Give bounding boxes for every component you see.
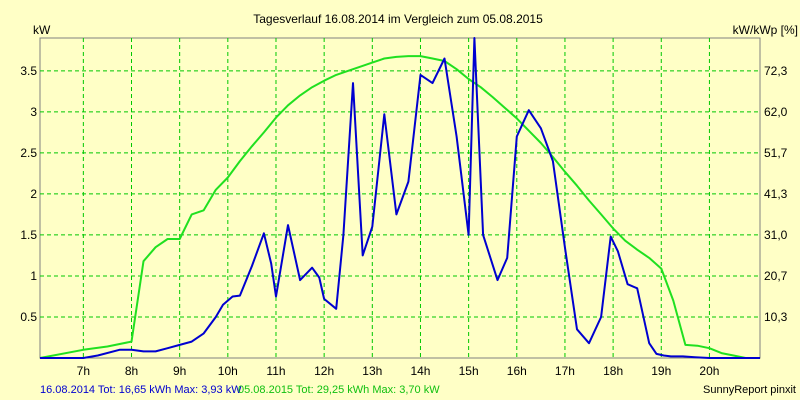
series-line-05.08.2015 <box>39 55 760 359</box>
y-tick-label-left: 2 <box>30 187 37 201</box>
x-tick-label: 19h <box>651 364 671 378</box>
chart-title: Tagesverlauf 16.08.2014 im Vergleich zum… <box>253 12 543 26</box>
y-tick-label-right: 62,0 <box>764 105 788 119</box>
y-tick-label-right: 20,7 <box>764 269 788 283</box>
x-tick-label: 10h <box>218 364 238 378</box>
y-axis-left-ticks: 0.5 1 1.5 2 2.5 3 3.5 <box>20 64 37 324</box>
y-tick-label-left: 0.5 <box>20 310 37 324</box>
y-tick-label-right: 72,3 <box>764 64 788 78</box>
y-tick-label-right: 51,7 <box>764 146 788 160</box>
plot-area <box>39 37 761 359</box>
y-tick-label-left: 1 <box>30 269 37 283</box>
y-tick-label-right: 41,3 <box>764 187 788 201</box>
x-tick-label: 16h <box>507 364 527 378</box>
series-line-16.08.2014 <box>40 37 760 359</box>
x-tick-label: 9h <box>173 364 186 378</box>
y-tick-label-left: 1.5 <box>20 228 37 242</box>
y-tick-label-left: 3 <box>30 105 37 119</box>
x-tick-label: 17h <box>555 364 575 378</box>
legend-series-2014: 16.08.2014 Tot: 16,65 kWh Max: 3,93 kW <box>40 384 242 396</box>
x-tick-label: 12h <box>314 364 334 378</box>
x-tick-label: 13h <box>362 364 382 378</box>
y-tick-label-left: 2.5 <box>20 146 37 160</box>
x-tick-label: 20h <box>699 364 719 378</box>
series-lines <box>39 37 760 359</box>
x-tick-label: 11h <box>266 364 285 378</box>
x-tick-label: 7h <box>77 364 90 378</box>
y-tick-label-right: 10,3 <box>764 310 788 324</box>
y-axis-right-ticks: 10,3 20,7 31,0 41,3 51,7 62,0 72,3 <box>764 64 788 324</box>
x-axis-ticks: 7h 8h 9h 10h 11h 12h 13h 14h 15h 16h 17h 18h 19h 20h <box>77 364 720 378</box>
grid <box>40 38 760 358</box>
x-tick-label: 14h <box>410 364 430 378</box>
credit-label: SunnyReport pinxit <box>703 384 796 396</box>
x-tick-label: 15h <box>459 364 479 378</box>
y-tick-label-right: 31,0 <box>764 228 788 242</box>
legend-series-2015: 05.08.2015 Tot: 29,25 kWh Max: 3,70 kW <box>238 384 440 396</box>
y-axis-right-label: kW/kWp [%] <box>733 23 798 37</box>
y-axis-left-label: kW <box>33 23 51 37</box>
x-tick-label: 18h <box>603 364 623 378</box>
y-tick-label-left: 3.5 <box>20 64 37 78</box>
x-tick-label: 8h <box>125 364 138 378</box>
